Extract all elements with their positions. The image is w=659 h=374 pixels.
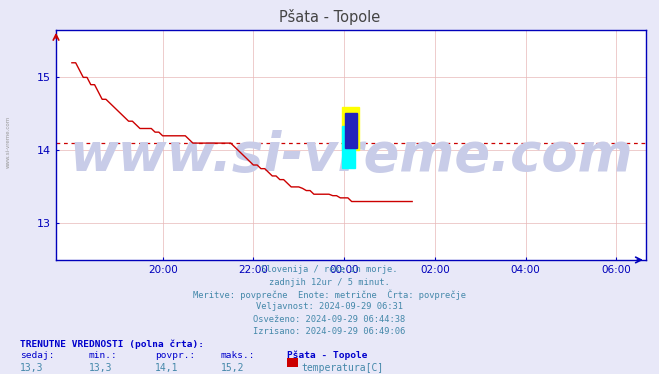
Text: 15,2: 15,2 bbox=[221, 363, 244, 373]
Text: Slovenija / reke in morje.: Slovenija / reke in morje. bbox=[261, 265, 398, 274]
Text: Izrisano: 2024-09-29 06:49:06: Izrisano: 2024-09-29 06:49:06 bbox=[253, 327, 406, 336]
Bar bbox=[342, 126, 355, 168]
Text: Pšata - Topole: Pšata - Topole bbox=[287, 351, 367, 360]
Text: sedaj:: sedaj: bbox=[20, 351, 54, 360]
Text: zadnjih 12ur / 5 minut.: zadnjih 12ur / 5 minut. bbox=[269, 278, 390, 286]
Text: povpr.:: povpr.: bbox=[155, 351, 195, 360]
Text: www.si-vreme.com: www.si-vreme.com bbox=[5, 116, 11, 168]
Text: min.:: min.: bbox=[89, 351, 118, 360]
Text: www.si-vreme.com: www.si-vreme.com bbox=[69, 131, 633, 183]
Bar bbox=[342, 107, 359, 150]
Text: temperatura[C]: temperatura[C] bbox=[301, 363, 384, 373]
Polygon shape bbox=[345, 113, 357, 148]
Text: Veljavnost: 2024-09-29 06:31: Veljavnost: 2024-09-29 06:31 bbox=[256, 302, 403, 311]
Text: TRENUTNE VREDNOSTI (polna črta):: TRENUTNE VREDNOSTI (polna črta): bbox=[20, 340, 204, 349]
Text: 13,3: 13,3 bbox=[20, 363, 43, 373]
Text: Osveženo: 2024-09-29 06:44:38: Osveženo: 2024-09-29 06:44:38 bbox=[253, 315, 406, 324]
Text: Pšata - Topole: Pšata - Topole bbox=[279, 9, 380, 25]
Text: 13,3: 13,3 bbox=[89, 363, 113, 373]
Text: Meritve: povprečne  Enote: metrične  Črta: povprečje: Meritve: povprečne Enote: metrične Črta:… bbox=[193, 290, 466, 300]
Text: maks.:: maks.: bbox=[221, 351, 255, 360]
Text: 14,1: 14,1 bbox=[155, 363, 179, 373]
